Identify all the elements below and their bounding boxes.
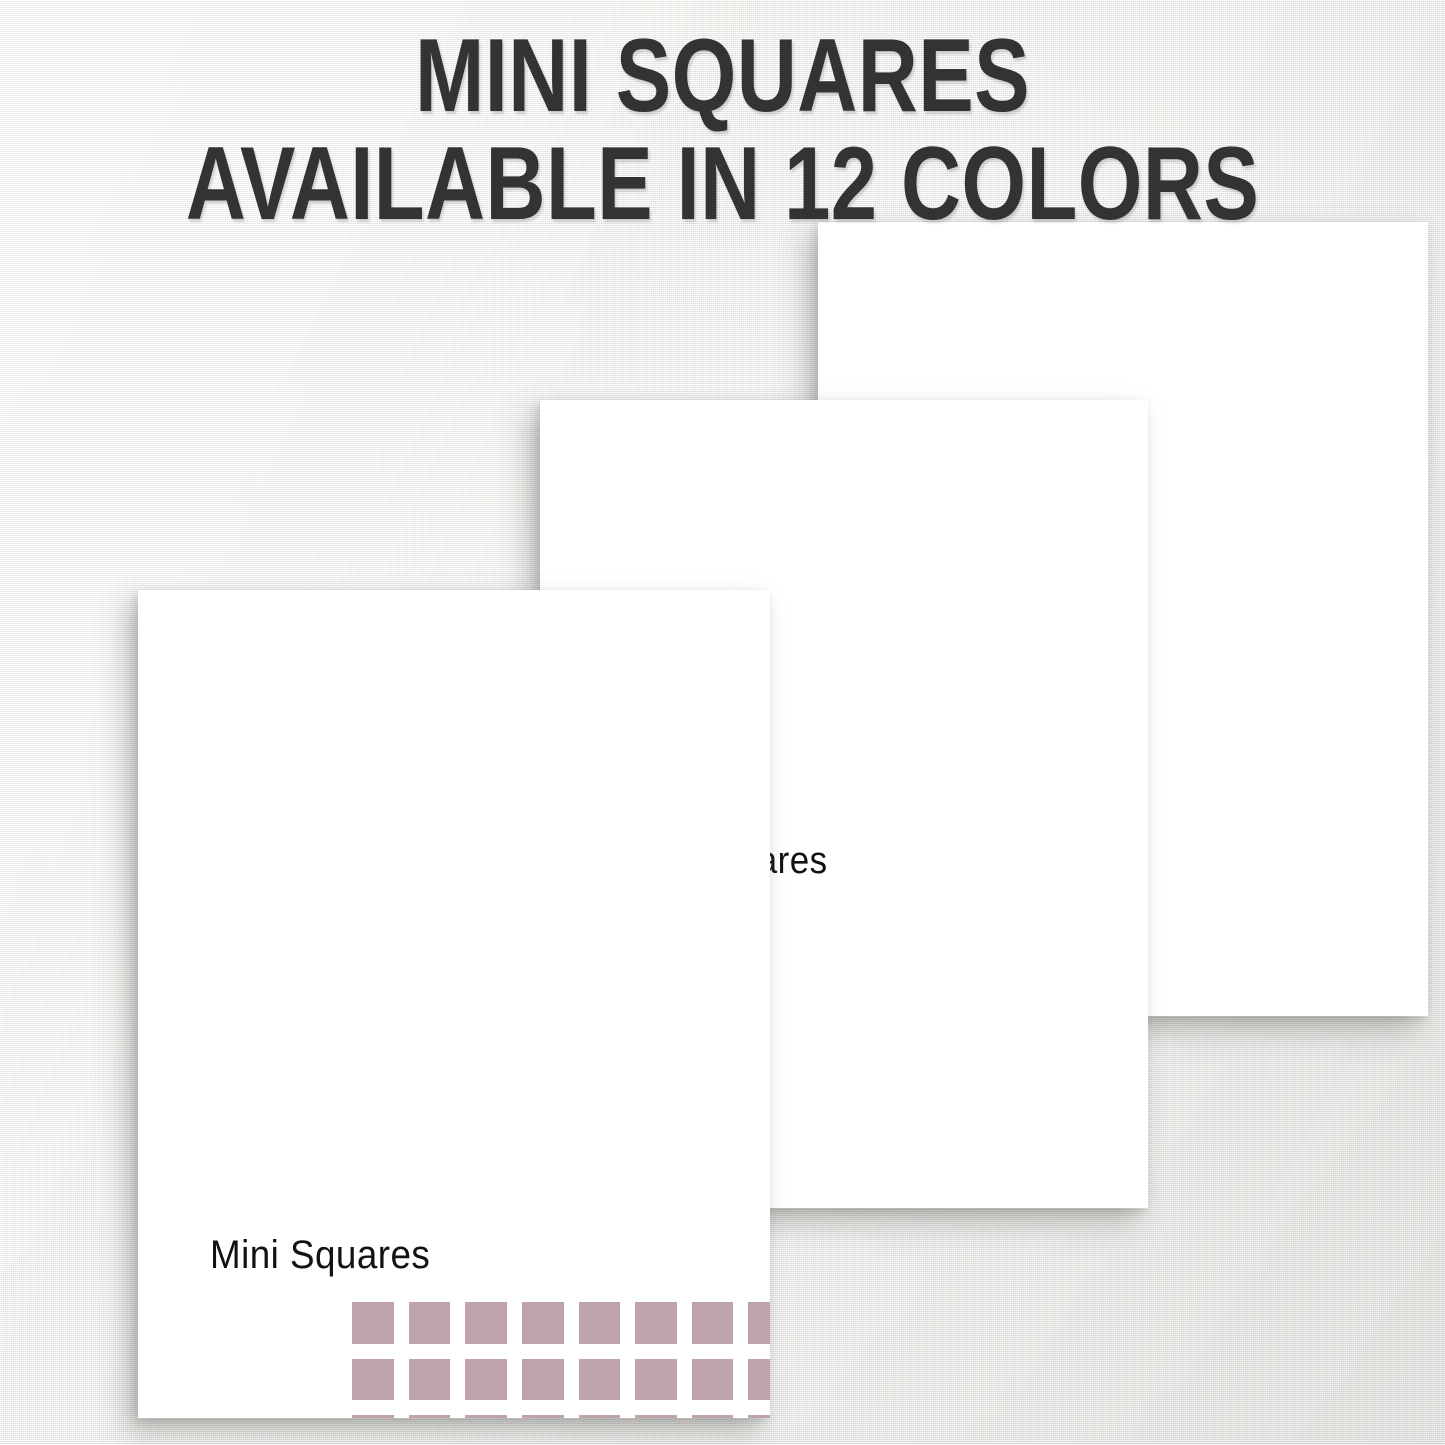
product-sheet-mauve[interactable]: Mini Squares Coral and Paper Mauve xyxy=(138,590,770,1418)
swatch-mauve xyxy=(408,1358,451,1401)
swatch-mauve xyxy=(465,1302,507,1344)
swatch-mauve xyxy=(521,1415,564,1418)
swatch-mauve xyxy=(408,1302,451,1344)
swatch-mauve xyxy=(691,1302,734,1344)
swatch-mauve xyxy=(465,1415,507,1418)
sheet-title-mauve: Mini Squares xyxy=(210,1233,431,1277)
swatch-mauve xyxy=(521,1302,564,1344)
swatch-mauve xyxy=(691,1358,734,1401)
swatch-mauve xyxy=(691,1415,734,1418)
swatch-mauve xyxy=(352,1302,394,1344)
swatch-mauve xyxy=(352,1358,394,1401)
swatch-mauve xyxy=(635,1358,677,1401)
swatch-mauve xyxy=(748,1415,770,1418)
swatch-mauve xyxy=(465,1358,507,1401)
swatch-mauve xyxy=(352,1415,394,1418)
swatch-mauve xyxy=(748,1302,770,1344)
swatch-mauve xyxy=(748,1358,770,1401)
swatch-mauve xyxy=(521,1358,564,1401)
swatch-mauve xyxy=(635,1302,677,1344)
swatch-mauve xyxy=(578,1415,621,1418)
swatch-mauve xyxy=(578,1358,621,1401)
swatch-mauve xyxy=(635,1415,677,1418)
swatch-grid-mauve xyxy=(352,1302,770,1418)
swatch-mauve xyxy=(408,1415,451,1418)
swatch-mauve xyxy=(578,1302,621,1344)
